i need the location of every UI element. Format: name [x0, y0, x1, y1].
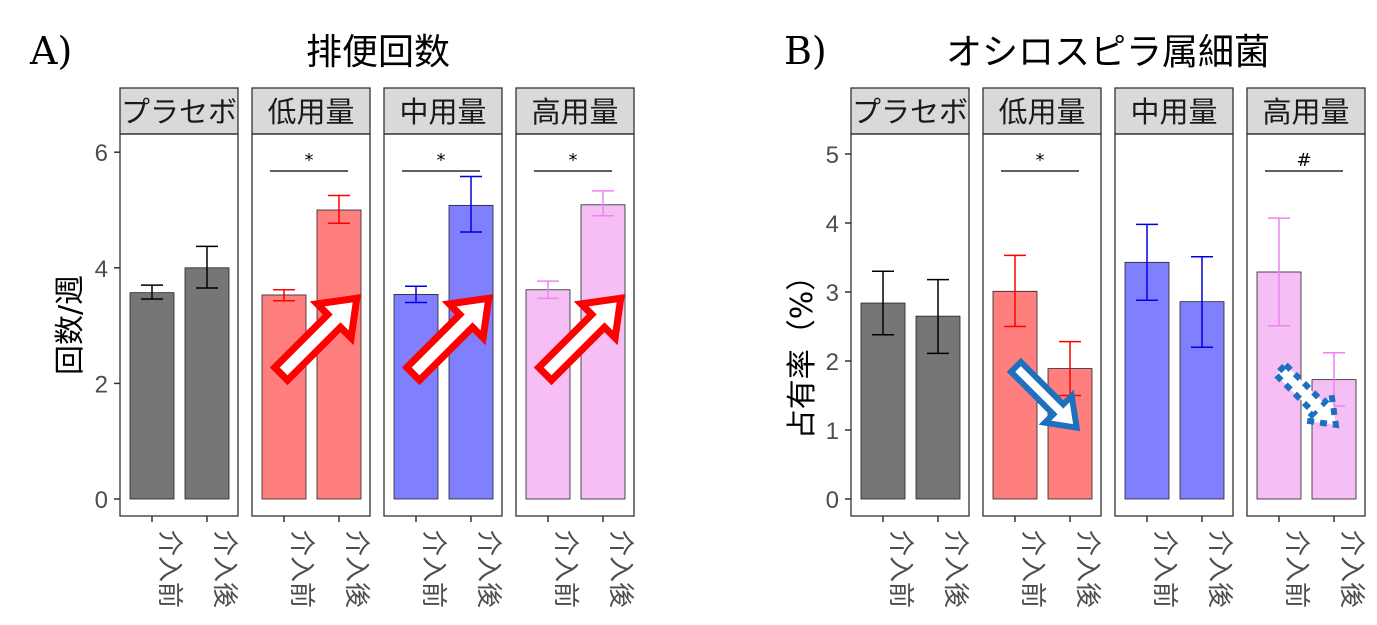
y-tick-label: 4	[826, 211, 839, 238]
bar	[525, 289, 571, 500]
facet-strip	[850, 87, 970, 135]
x-tick-label: 介入後	[940, 530, 970, 608]
y-tick-label: 3	[826, 280, 839, 307]
x-tick-label: 介入後	[209, 530, 239, 608]
bar	[860, 302, 906, 500]
x-tick-label: 介入前	[154, 530, 184, 608]
x-tick-label: 介入前	[1149, 530, 1179, 608]
significance-marker: *	[1036, 150, 1045, 171]
y-tick-label: 5	[826, 142, 839, 169]
x-tick-label: 介入前	[1281, 530, 1311, 608]
x-tick-label: 介入前	[550, 530, 580, 608]
trend-up-arrow-icon	[401, 294, 493, 386]
facet-strip-label: 中用量	[1130, 95, 1217, 129]
y-tick-label: 2	[826, 349, 839, 376]
facet-panel-border	[251, 133, 371, 517]
bar	[580, 204, 626, 500]
significance-marker: *	[437, 150, 446, 171]
panel-b-label: B)	[784, 29, 827, 73]
bar	[1124, 261, 1170, 500]
trend-up-arrow-icon	[269, 294, 361, 386]
x-tick-label: 介入後	[341, 530, 371, 608]
facet-strip	[1114, 87, 1234, 135]
facet-strip-label: 低用量	[267, 95, 354, 129]
facet-panel-border	[515, 133, 635, 517]
bar	[129, 292, 175, 500]
facet-strip	[119, 87, 239, 135]
significance-marker: #	[1296, 150, 1311, 171]
trend-arrow-shape	[401, 294, 493, 386]
x-tick-label: 介入前	[1017, 530, 1047, 608]
bar	[184, 267, 230, 500]
facet-strip	[383, 87, 503, 135]
y-tick-label: 0	[826, 487, 839, 514]
facet-strip-label: 中用量	[399, 95, 486, 129]
facet-panel-border	[383, 133, 503, 517]
bar	[316, 209, 362, 500]
facet-strip-label: 高用量	[1262, 95, 1349, 129]
facet-strip	[982, 87, 1102, 135]
facet-strip-label: プラセボ	[852, 95, 968, 129]
x-tick-label: 介入前	[286, 530, 316, 608]
facet-strip-label: 高用量	[531, 95, 618, 129]
panel-a-ylabel: 回数/週	[53, 275, 88, 375]
trend-arrow-shape	[533, 294, 625, 386]
facet-panel-border	[1114, 133, 1234, 517]
panel-a-title: 排便回数	[306, 32, 450, 73]
trend-down-dashed-arrow-icon	[1271, 360, 1340, 429]
significance-marker: *	[305, 150, 314, 171]
y-tick-label: 6	[95, 140, 108, 167]
significance-marker: *	[569, 150, 578, 171]
facet-panel-border	[850, 133, 970, 517]
facet-strip-label: 低用量	[998, 95, 1085, 129]
bar	[448, 204, 494, 500]
bar	[261, 294, 307, 500]
x-tick-label: 介入後	[605, 530, 635, 608]
y-tick-label: 0	[95, 487, 108, 514]
x-tick-label: 介入後	[1204, 530, 1234, 608]
x-tick-label: 介入前	[418, 530, 448, 608]
facet-panel-border	[1246, 133, 1366, 517]
x-tick-label: 介入後	[1072, 530, 1102, 608]
y-tick-label: 1	[826, 418, 839, 445]
x-tick-label: 介入前	[885, 530, 915, 608]
facet-panel-border	[982, 133, 1102, 517]
x-tick-label: 介入後	[473, 530, 503, 608]
trend-arrow-shape	[269, 294, 361, 386]
facet-panel-border	[119, 133, 239, 517]
trend-arrow-shape	[1271, 360, 1340, 429]
panel-b-title: オシロスピラ属細菌	[946, 32, 1270, 73]
facet-strip-label: プラセボ	[121, 95, 237, 129]
y-tick-label: 2	[95, 371, 108, 398]
x-tick-label: 介入後	[1336, 530, 1366, 608]
panel-a-label: A)	[29, 29, 72, 73]
panel-b-ylabel: 占有率（%）	[785, 261, 820, 440]
bar	[393, 293, 439, 500]
facet-strip	[515, 87, 635, 135]
trend-arrow-shape	[1006, 357, 1081, 432]
trend-down-arrow-icon	[1006, 357, 1081, 432]
y-tick-label: 4	[95, 256, 108, 283]
trend-up-arrow-icon	[533, 294, 625, 386]
